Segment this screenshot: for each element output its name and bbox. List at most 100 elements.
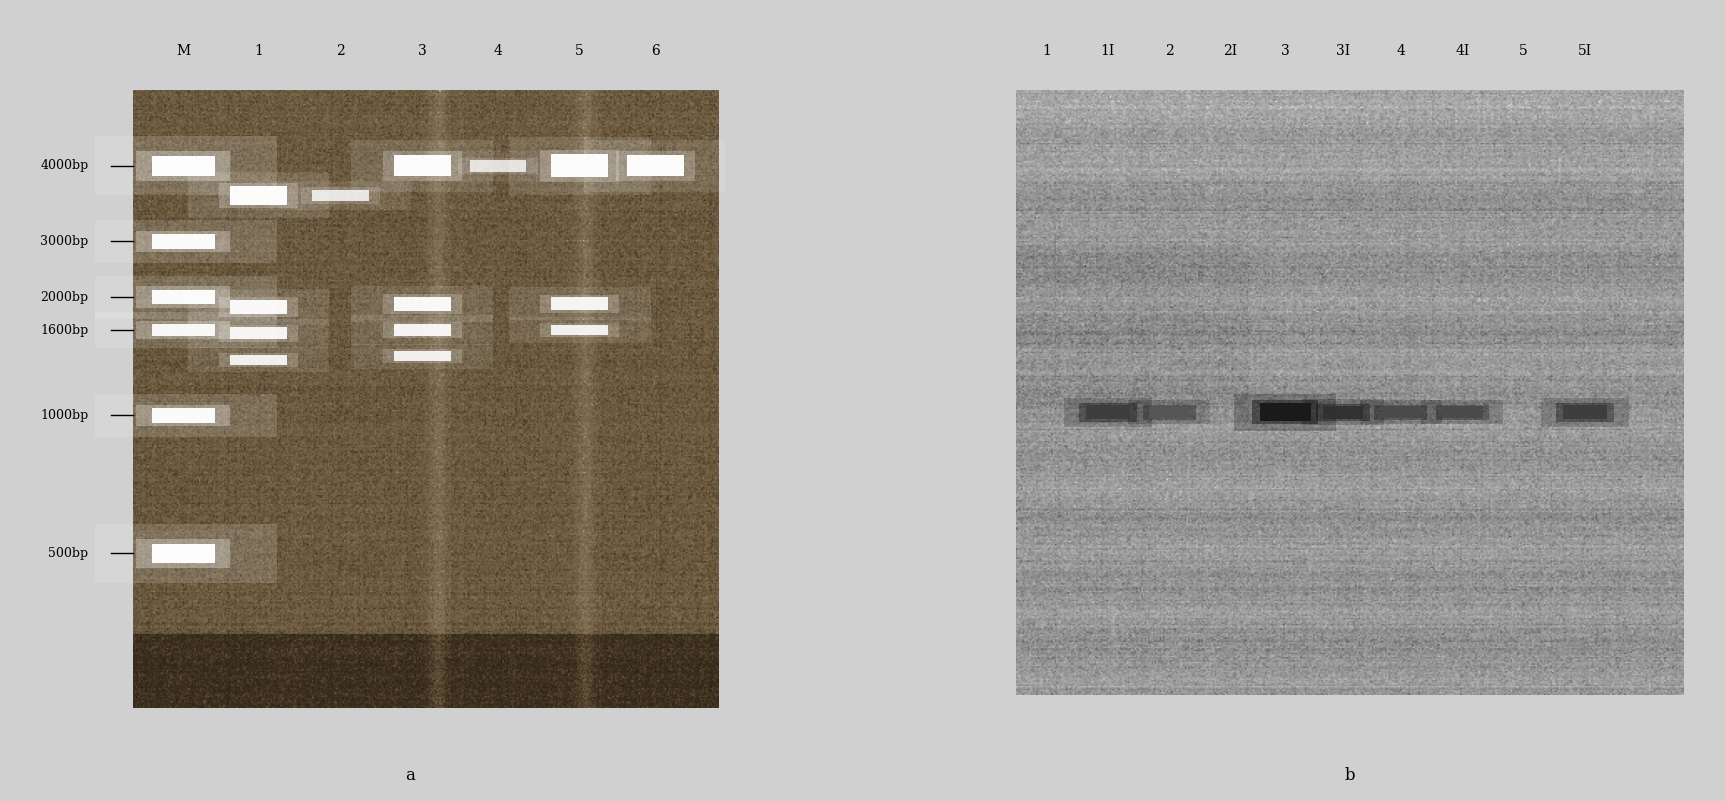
Text: 4: 4 — [1397, 43, 1406, 58]
Bar — [469, 160, 526, 171]
Bar — [393, 155, 450, 176]
Bar — [393, 296, 450, 311]
Bar — [1380, 406, 1421, 418]
Text: 3I: 3I — [1335, 43, 1351, 58]
Bar — [1149, 406, 1190, 418]
Bar — [509, 317, 650, 344]
Bar — [1380, 406, 1421, 418]
Bar — [393, 324, 450, 336]
Bar — [1442, 406, 1484, 418]
Text: 2I: 2I — [1223, 43, 1237, 58]
Bar — [585, 139, 726, 192]
Bar — [1359, 400, 1442, 424]
Text: 2: 2 — [1164, 43, 1173, 58]
Bar — [88, 276, 278, 319]
Bar — [1323, 405, 1363, 419]
Bar — [136, 321, 229, 339]
Bar — [1563, 405, 1608, 420]
Text: 5: 5 — [1520, 43, 1528, 58]
Bar — [509, 137, 650, 195]
Bar — [136, 405, 229, 426]
Bar — [152, 290, 214, 304]
Bar — [1252, 400, 1318, 425]
Bar — [152, 156, 214, 175]
Text: 1600bp: 1600bp — [40, 324, 88, 336]
Bar — [552, 297, 607, 311]
Bar — [188, 348, 329, 372]
Bar — [1142, 405, 1195, 420]
Bar — [136, 151, 229, 181]
Bar — [428, 151, 569, 181]
Bar — [136, 538, 229, 568]
Bar — [383, 349, 462, 364]
Text: a: a — [405, 767, 414, 784]
Bar — [393, 352, 450, 361]
Text: 4000bp: 4000bp — [40, 159, 88, 172]
Bar — [1149, 406, 1190, 418]
Bar — [352, 139, 493, 192]
Bar — [188, 319, 329, 348]
Bar — [152, 234, 214, 248]
Bar — [383, 151, 462, 180]
Text: 1I: 1I — [1101, 43, 1114, 58]
Bar — [552, 325, 607, 336]
Text: b: b — [1344, 767, 1356, 784]
Bar — [1556, 403, 1613, 421]
Bar — [626, 155, 683, 176]
Bar — [552, 155, 607, 177]
Bar — [552, 155, 607, 177]
Bar — [1421, 400, 1502, 424]
Bar — [88, 219, 278, 263]
Bar — [152, 544, 214, 563]
Bar — [312, 190, 369, 201]
Bar — [229, 300, 286, 314]
Bar — [188, 289, 329, 325]
Bar — [1302, 399, 1383, 425]
Bar — [88, 312, 278, 348]
Bar — [1080, 403, 1137, 421]
Bar — [152, 409, 214, 423]
Text: 3000bp: 3000bp — [40, 235, 88, 248]
Bar — [383, 322, 462, 338]
Bar — [626, 155, 683, 176]
Bar — [540, 323, 619, 337]
Bar — [552, 325, 607, 336]
Bar — [219, 325, 298, 342]
Text: 3: 3 — [417, 43, 426, 58]
Bar — [229, 300, 286, 314]
Bar — [1316, 404, 1370, 421]
Bar — [1323, 405, 1363, 419]
Text: 5: 5 — [576, 43, 585, 58]
Text: 4: 4 — [493, 43, 502, 58]
Bar — [312, 190, 369, 201]
Bar — [152, 544, 214, 563]
Bar — [300, 187, 380, 203]
Bar — [469, 160, 526, 171]
Bar — [229, 187, 286, 204]
Bar — [229, 328, 286, 340]
Bar — [352, 316, 493, 345]
Bar — [229, 355, 286, 364]
Bar — [152, 290, 214, 304]
Bar — [1442, 406, 1484, 418]
Bar — [393, 324, 450, 336]
Bar — [88, 136, 278, 195]
Bar — [1259, 403, 1311, 421]
Text: 1: 1 — [1042, 43, 1051, 58]
Bar — [1540, 398, 1628, 427]
Bar — [1128, 400, 1211, 424]
Bar — [229, 328, 286, 340]
Bar — [229, 355, 286, 364]
Bar — [88, 524, 278, 583]
Text: 3: 3 — [1280, 43, 1290, 58]
Bar — [1259, 403, 1311, 421]
Bar — [1435, 405, 1489, 420]
Bar — [509, 288, 650, 320]
Text: 4I: 4I — [1456, 43, 1470, 58]
Bar — [136, 287, 229, 308]
Bar — [1085, 405, 1130, 420]
Text: 6: 6 — [650, 43, 659, 58]
Text: 1000bp: 1000bp — [40, 409, 88, 422]
Bar — [229, 187, 286, 204]
Bar — [393, 352, 450, 361]
